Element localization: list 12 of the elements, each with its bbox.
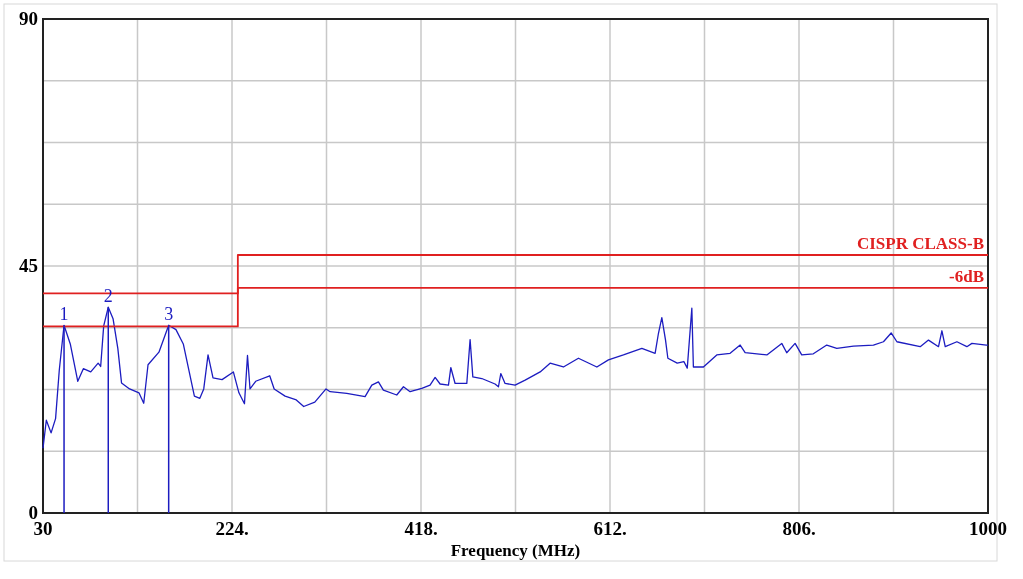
annotation: 3 [164,304,174,325]
series-label: -6dB [949,266,984,286]
x-tick-label: 418. [404,518,438,539]
x-tick-label: 1000 [969,518,1007,539]
annotation: 1 [59,304,69,325]
x-tick-label: 612. [593,518,627,539]
x-tick-label: 806. [782,518,816,539]
series-label: CISPR CLASS-B [856,234,984,254]
x-axis-title: Frequency (MHz) [450,541,581,560]
y-tick-label: 45 [19,255,38,276]
y-tick-label: 90 [19,8,38,29]
x-tick-label: 224. [215,518,249,539]
